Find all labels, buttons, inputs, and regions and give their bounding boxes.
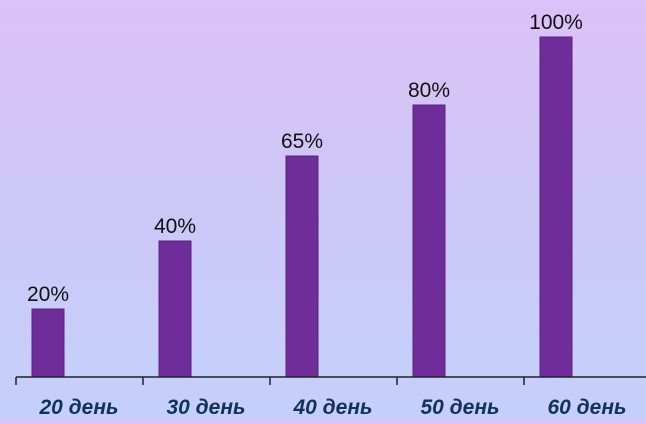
bar-value-label: 80% (408, 79, 450, 102)
bar-value-label: 20% (27, 283, 69, 306)
x-axis-tick-label: 40 день (292, 396, 372, 419)
bar (158, 240, 192, 378)
value-labels-layer: 20% 40% 65% 80% 100% (27, 11, 583, 306)
bar (539, 36, 573, 378)
x-axis-tick-label: 20 день (38, 396, 118, 419)
bars-layer (31, 36, 573, 378)
bar-value-label: 65% (281, 130, 323, 153)
x-axis-tick-label: 60 день (547, 396, 626, 419)
bar (285, 155, 319, 378)
x-axis-tick-label: 30 день (166, 396, 245, 419)
x-axis-ticks (15, 377, 525, 385)
bar (31, 308, 65, 378)
x-axis-tick-label: 50 день (420, 396, 499, 419)
bar-value-label: 40% (154, 215, 196, 238)
bar (412, 104, 446, 378)
bar-value-label: 100% (529, 11, 583, 34)
x-axis-tick-labels: 20 день 30 день 40 день 50 день 60 день (38, 396, 626, 419)
